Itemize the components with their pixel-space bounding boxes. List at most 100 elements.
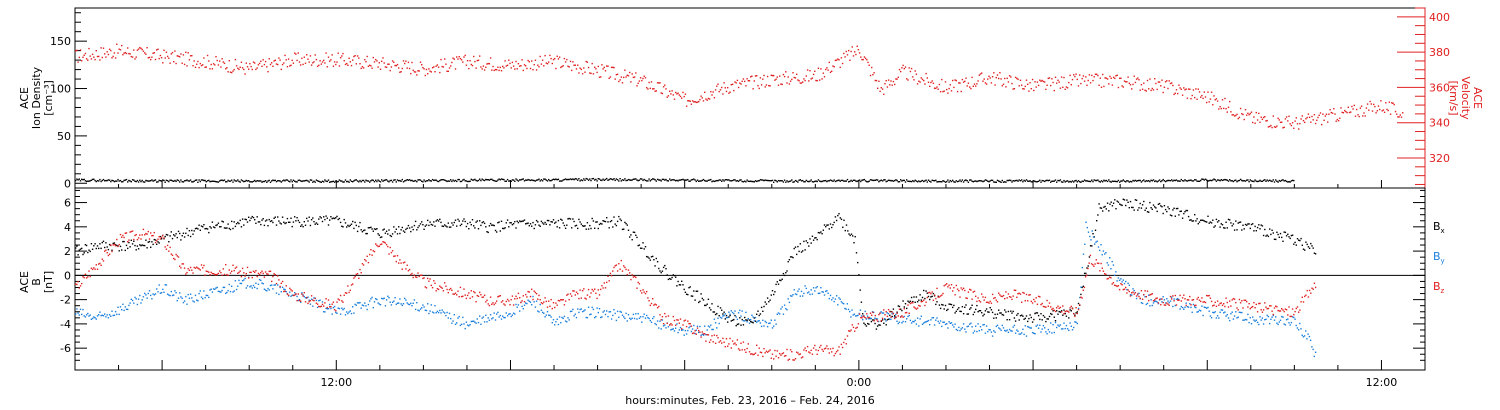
series-bz-point	[760, 351, 763, 354]
velocity-series-point	[1298, 128, 1300, 130]
series-bx-point	[543, 223, 545, 225]
series-bz-point	[399, 259, 401, 261]
series-bx-point	[475, 221, 477, 223]
density-series-point	[514, 180, 516, 182]
density-series-point	[693, 178, 695, 180]
density-series-point	[563, 178, 566, 181]
series-by-point	[104, 313, 106, 315]
density-series-point	[765, 179, 768, 182]
series-bz-point	[125, 232, 128, 234]
velocity-series-point	[690, 103, 693, 105]
series-bx-point	[797, 245, 799, 248]
series-by-point	[1144, 296, 1146, 298]
series-by-point	[225, 292, 227, 295]
series-bx-point	[691, 295, 694, 297]
series-by-point	[355, 304, 357, 306]
velocity-series-point	[77, 61, 79, 63]
density-series-point	[448, 180, 451, 182]
y-tick-label: 4	[64, 221, 71, 234]
series-bx-point	[191, 229, 193, 232]
density-series-point	[512, 179, 515, 181]
series-bz-point	[857, 323, 860, 325]
series-by-point	[693, 324, 695, 327]
series-bx-point	[145, 239, 147, 241]
series-by-point	[551, 322, 553, 324]
series-bx-point	[1031, 321, 1034, 323]
velocity-series-point	[740, 83, 742, 85]
series-bz-point	[555, 302, 557, 304]
series-bx-point	[544, 221, 546, 224]
velocity-series-point	[463, 56, 465, 58]
velocity-series-point	[1376, 110, 1378, 112]
series-by-point	[75, 313, 77, 315]
velocity-series-point	[1154, 78, 1156, 80]
series-bx-point	[464, 220, 466, 223]
series-by-point	[702, 334, 705, 336]
series-bx-point	[266, 219, 268, 221]
series-by-point	[197, 300, 199, 302]
density-series-point	[724, 179, 726, 181]
series-by-point	[437, 311, 440, 314]
series-bx-point	[414, 220, 417, 223]
velocity-series-point	[786, 82, 788, 84]
series-bx-point	[1024, 317, 1026, 320]
velocity-series-point	[579, 67, 581, 69]
series-bz-point	[613, 266, 615, 269]
density-series-point	[101, 179, 103, 182]
series-by-point	[198, 292, 200, 295]
density-series-point	[794, 179, 797, 182]
density-series-point	[81, 178, 83, 180]
velocity-series-point	[1169, 82, 1172, 85]
series-by-point	[1305, 330, 1307, 332]
velocity-series-point	[1196, 98, 1198, 100]
velocity-series-point	[550, 57, 552, 60]
series-bx-point	[704, 304, 706, 307]
series-bz-point	[140, 238, 142, 240]
series-by-point	[491, 318, 493, 320]
series-bz-point	[199, 269, 201, 271]
velocity-series-point	[631, 73, 633, 75]
velocity-series-point	[179, 56, 181, 58]
density-series-point	[1075, 179, 1077, 182]
series-bz-point	[141, 234, 143, 236]
series-bz-point	[642, 289, 644, 291]
series-bz-point	[309, 300, 312, 302]
series-bx-point	[124, 249, 126, 252]
series-bx-point	[252, 216, 255, 219]
series-bz-point	[196, 266, 198, 268]
series-by-point	[794, 293, 797, 295]
series-bz-point	[758, 347, 760, 349]
series-bx-point	[331, 217, 333, 220]
series-bx-point	[370, 226, 372, 228]
density-series-point	[384, 179, 387, 181]
series-bx-point	[766, 297, 769, 299]
series-by-point	[1034, 333, 1036, 335]
density-series-point	[1225, 179, 1227, 181]
series-bx-point	[215, 224, 217, 227]
series-bz-point	[926, 296, 928, 299]
velocity-series-point	[673, 98, 676, 100]
series-bz-point	[701, 331, 703, 333]
density-series-point	[344, 179, 347, 181]
velocity-series-point	[401, 67, 403, 70]
series-bx-point	[803, 240, 805, 243]
density-series-point	[418, 179, 420, 181]
density-series-point	[353, 180, 355, 182]
velocity-series-point	[642, 77, 644, 80]
series-by-point	[246, 285, 249, 287]
velocity-series-point	[1198, 91, 1201, 93]
series-bz-point	[254, 271, 256, 273]
series-by-point	[966, 325, 968, 328]
velocity-series-point	[1335, 120, 1337, 122]
series-bx-point	[585, 228, 587, 230]
density-series-point	[173, 180, 175, 182]
density-series-point	[1051, 180, 1053, 182]
velocity-series-point	[560, 66, 562, 69]
density-series-point	[511, 179, 514, 181]
series-by-point	[209, 289, 211, 291]
series-bx-point	[1150, 207, 1152, 209]
velocity-series-point	[283, 62, 285, 64]
series-by-point	[1185, 302, 1187, 304]
series-bx-point	[219, 226, 221, 228]
series-bz-point	[839, 353, 841, 355]
